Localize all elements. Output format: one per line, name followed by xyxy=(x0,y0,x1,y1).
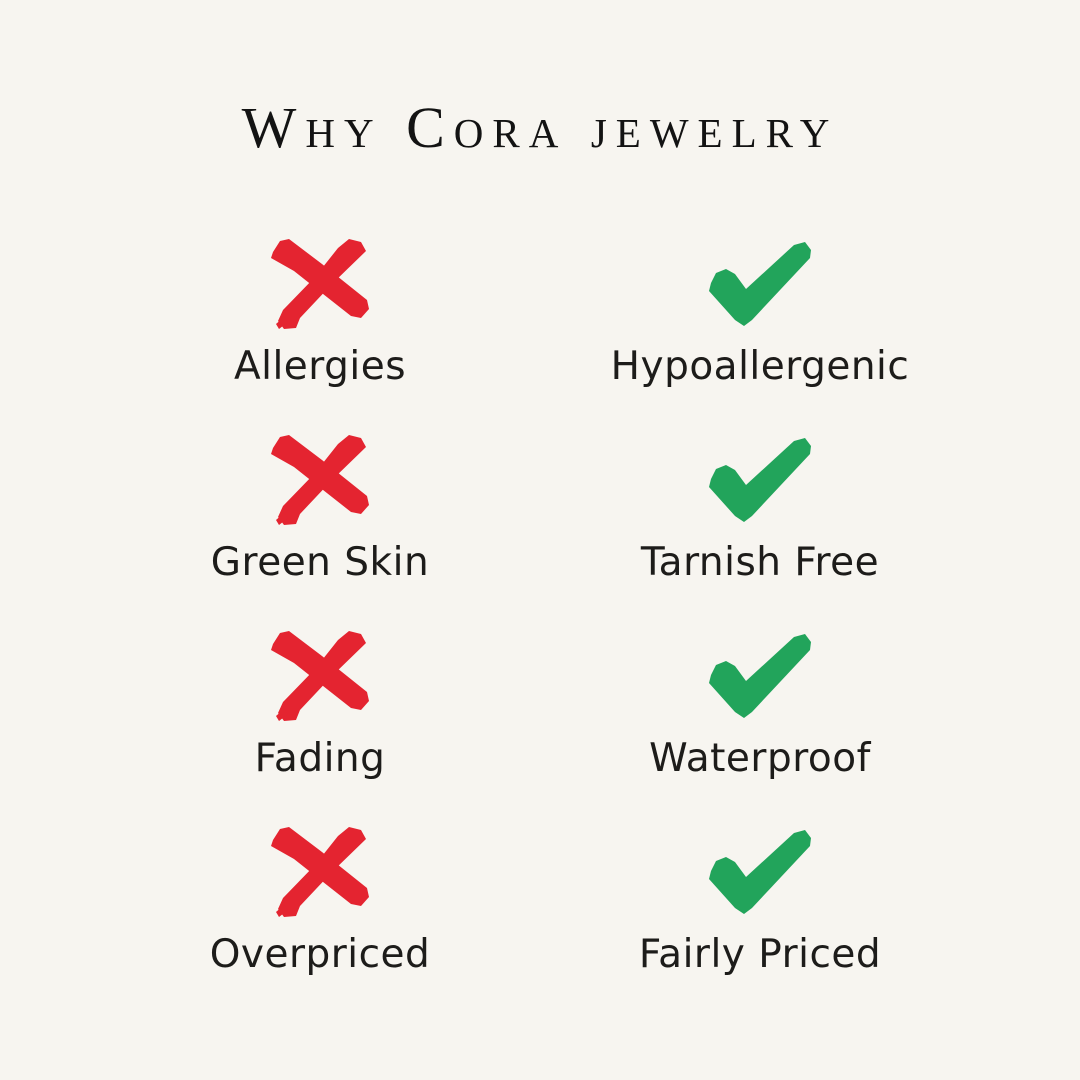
pro-cell: Hypoallergenic xyxy=(540,238,980,398)
pro-label: Hypoallergenic xyxy=(610,343,910,389)
con-label: Overpriced xyxy=(209,931,431,977)
pro-label: Waterproof xyxy=(649,735,871,781)
cross-icon xyxy=(270,434,370,526)
con-cell: Overpriced xyxy=(100,826,540,986)
con-cell: Fading xyxy=(100,630,540,790)
pro-cell: Waterproof xyxy=(540,630,980,790)
con-cell: Green Skin xyxy=(100,434,540,594)
pro-cell: Fairly Priced xyxy=(540,826,980,986)
pro-label: Tarnish Free xyxy=(640,539,880,585)
pro-label: Fairly Priced xyxy=(638,931,882,977)
check-icon xyxy=(708,826,812,918)
con-cell: Allergies xyxy=(100,238,540,398)
pro-cell: Tarnish Free xyxy=(540,434,980,594)
con-label: Allergies xyxy=(233,343,407,389)
cross-icon xyxy=(270,630,370,722)
check-icon xyxy=(708,630,812,722)
page-title: Why Cora jewelry xyxy=(241,95,839,160)
check-icon xyxy=(708,434,812,526)
check-icon xyxy=(708,238,812,330)
comparison-grid: Allergies Hypoallergenic Green Skin xyxy=(100,238,980,986)
con-label: Green Skin xyxy=(210,539,430,585)
cross-icon xyxy=(270,826,370,918)
cross-icon xyxy=(270,238,370,330)
con-label: Fading xyxy=(254,735,386,781)
